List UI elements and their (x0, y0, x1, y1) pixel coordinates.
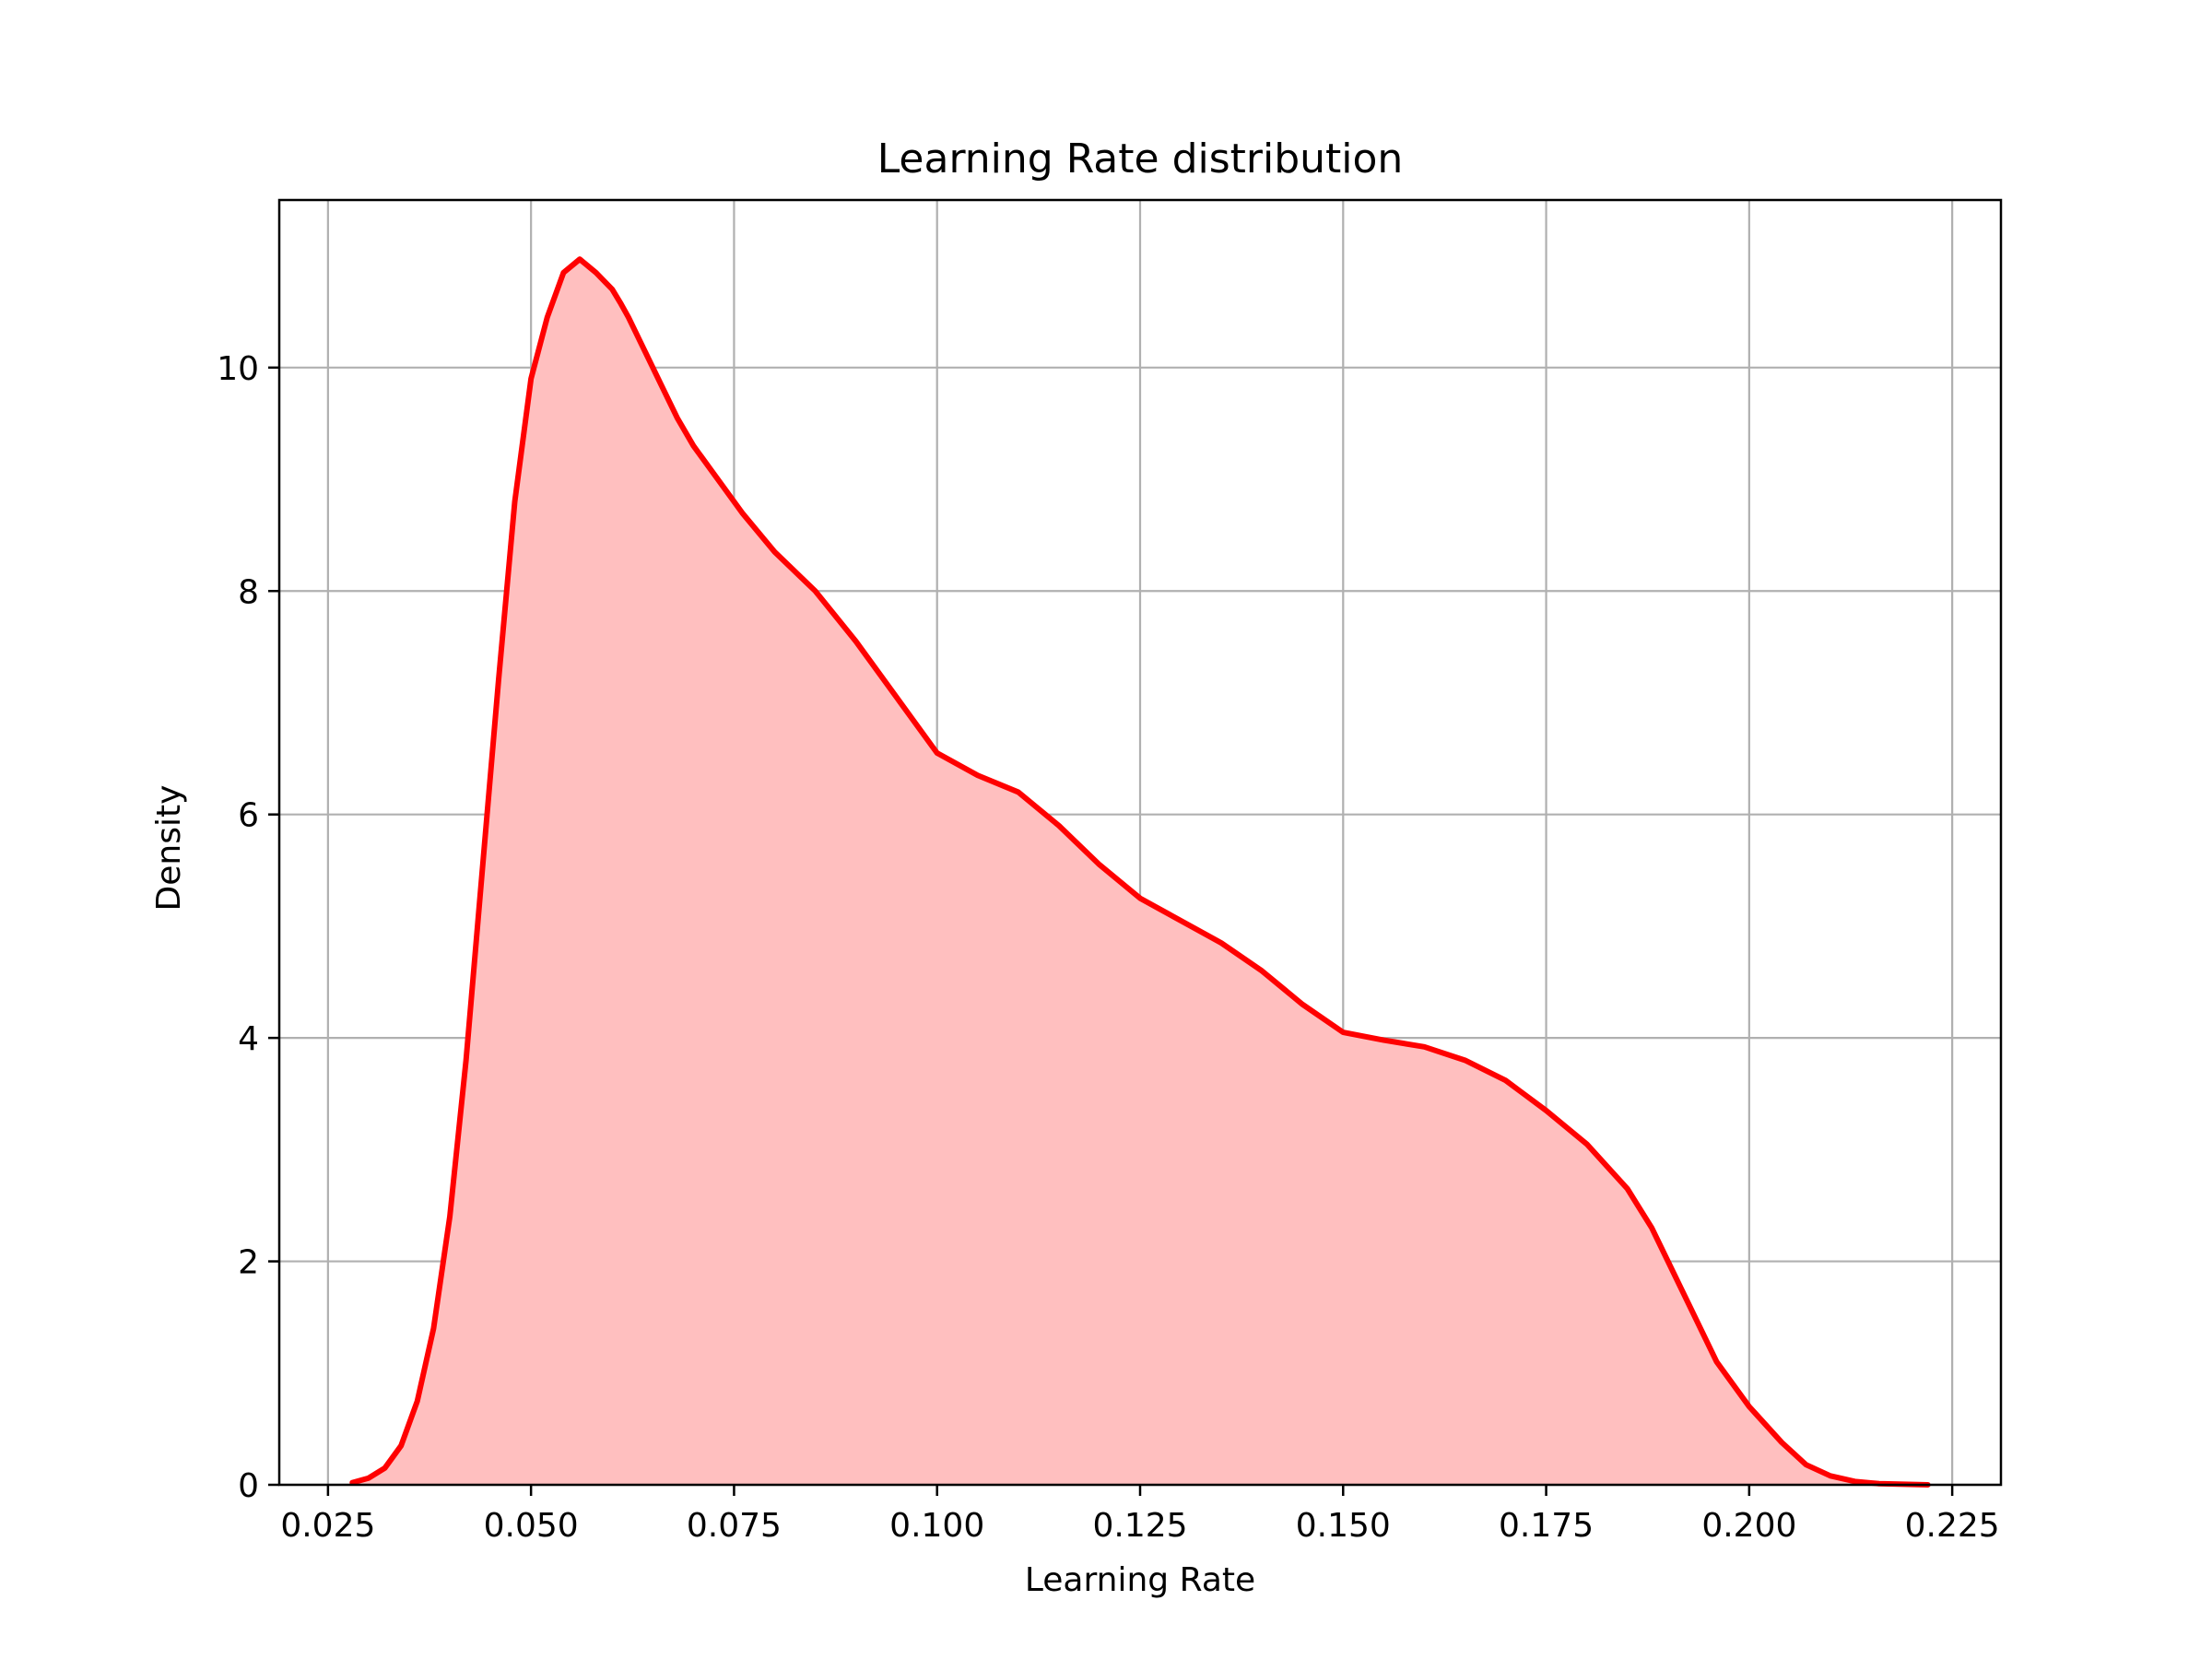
x-tick-label-7: 0.200 (1701, 1507, 1796, 1545)
density-line (349, 256, 1931, 1488)
y-axis-ticks: 0 2 4 6 8 10 (217, 350, 279, 1505)
x-tick-label-1: 0.050 (484, 1507, 579, 1545)
x-tick-label-4: 0.125 (1092, 1507, 1187, 1545)
x-axis-ticks: 0.025 0.050 0.075 0.100 0.125 0.150 0.175 0.200… (280, 1485, 2000, 1545)
y-tick-label-4: 8 (238, 573, 259, 611)
y-tick-label-5: 10 (217, 350, 259, 388)
y-tick-label-3: 6 (238, 797, 259, 835)
density-fill (352, 259, 1928, 1485)
x-tick-label-3: 0.100 (889, 1507, 984, 1545)
x-axis-label: Learning Rate (1025, 1561, 1255, 1599)
x-tick-label-5: 0.150 (1296, 1507, 1391, 1545)
density-area (349, 256, 1931, 1488)
y-tick-label-0: 0 (238, 1467, 259, 1505)
y-axis-label: Density (150, 785, 188, 912)
y-tick-label-1: 2 (238, 1244, 259, 1282)
y-tick-label-2: 4 (238, 1020, 259, 1058)
x-tick-label-8: 0.225 (1905, 1507, 2000, 1545)
x-tick-label-0: 0.025 (280, 1507, 375, 1545)
chart-title: Learning Rate distribution (877, 135, 1404, 182)
x-tick-label-2: 0.075 (687, 1507, 782, 1545)
x-tick-label-6: 0.175 (1499, 1507, 1594, 1545)
